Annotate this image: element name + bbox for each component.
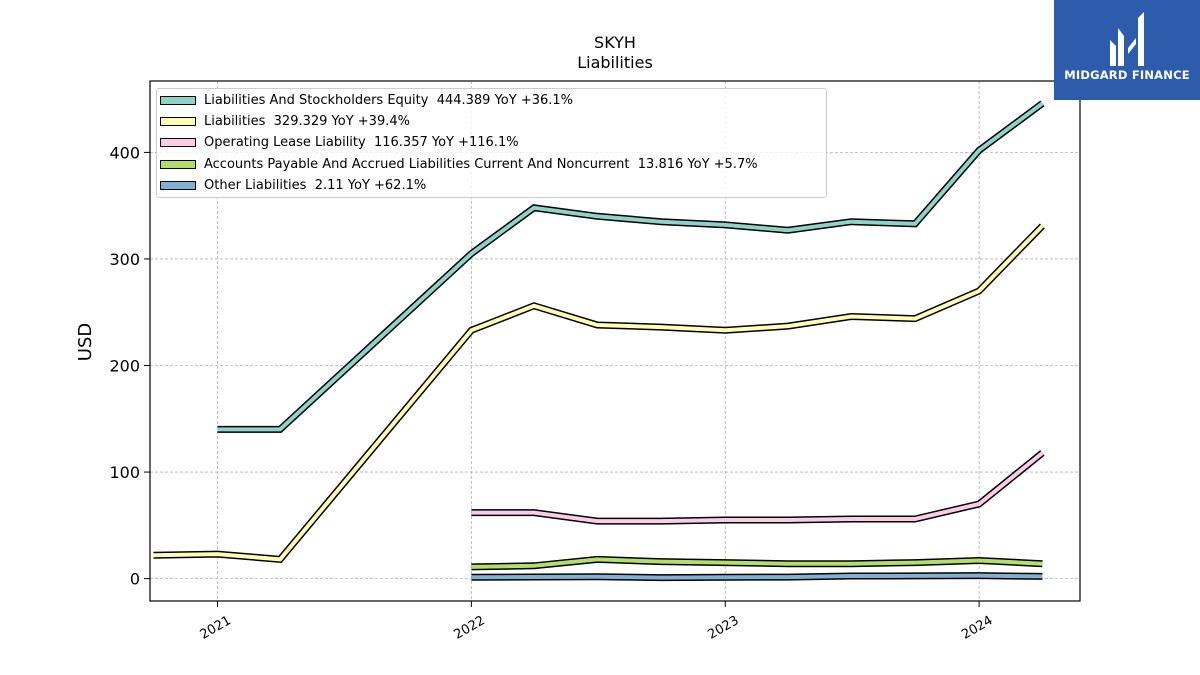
- y-axis-ticks: 0 100 200 300 400: [109, 143, 150, 589]
- logo-text: MIDGARD FINANCE: [1064, 68, 1190, 82]
- legend-swatch: [160, 116, 196, 126]
- legend-item: Liabilities And Stockholders Equity 444.…: [160, 90, 573, 110]
- legend-swatch: [160, 137, 196, 147]
- x-tick-label: 2023: [705, 613, 741, 643]
- y-tick-label: 400: [109, 143, 140, 162]
- series-line: [153, 224, 1044, 562]
- x-tick-label: 2024: [959, 613, 995, 643]
- x-tick-label: 2021: [198, 613, 234, 643]
- midgard-finance-logo: MIDGARD FINANCE: [1054, 0, 1200, 100]
- legend-item: Other Liabilities 2.11 YoY +62.1%: [160, 175, 426, 195]
- legend-swatch: [160, 159, 196, 169]
- legend-label: Liabilities 329.329 YoY +39.4%: [204, 113, 410, 129]
- legend-label: Accounts Payable And Accrued Liabilities…: [204, 156, 758, 172]
- chart-subtitle: Liabilities: [577, 53, 653, 72]
- legend-item: Liabilities 329.329 YoY +39.4%: [160, 111, 410, 131]
- y-tick-label: 0: [130, 570, 140, 589]
- series-line: [471, 557, 1043, 569]
- x-axis-ticks: 2021 2022 2023 2024: [198, 601, 995, 643]
- legend-swatch: [160, 95, 196, 105]
- legend-label: Other Liabilities 2.11 YoY +62.1%: [204, 177, 427, 193]
- legend-item: Operating Lease Liability 116.357 YoY +1…: [160, 132, 519, 152]
- logo-mark-icon: [1110, 12, 1144, 66]
- legend-label: Operating Lease Liability 116.357 YoY +1…: [204, 134, 519, 150]
- series-line: [471, 451, 1044, 524]
- series-line-outline: [153, 223, 1045, 564]
- legend: Liabilities And Stockholders Equity 444.…: [156, 88, 827, 198]
- x-tick-label: 2022: [452, 613, 488, 643]
- y-tick-label: 300: [109, 250, 140, 269]
- legend-label: Liabilities And Stockholders Equity 444.…: [204, 92, 574, 108]
- y-tick-label: 200: [109, 357, 140, 376]
- legend-item: Accounts Payable And Accrued Liabilities…: [160, 154, 758, 174]
- y-axis-label: USD: [75, 323, 96, 361]
- series-line: [471, 573, 1043, 580]
- series-lines: [153, 100, 1045, 582]
- series-line: [217, 101, 1044, 432]
- legend-swatch: [160, 180, 196, 190]
- chart-title: SKYH: [594, 33, 636, 52]
- plot-frame: [149, 80, 1081, 602]
- y-tick-label: 100: [109, 463, 140, 482]
